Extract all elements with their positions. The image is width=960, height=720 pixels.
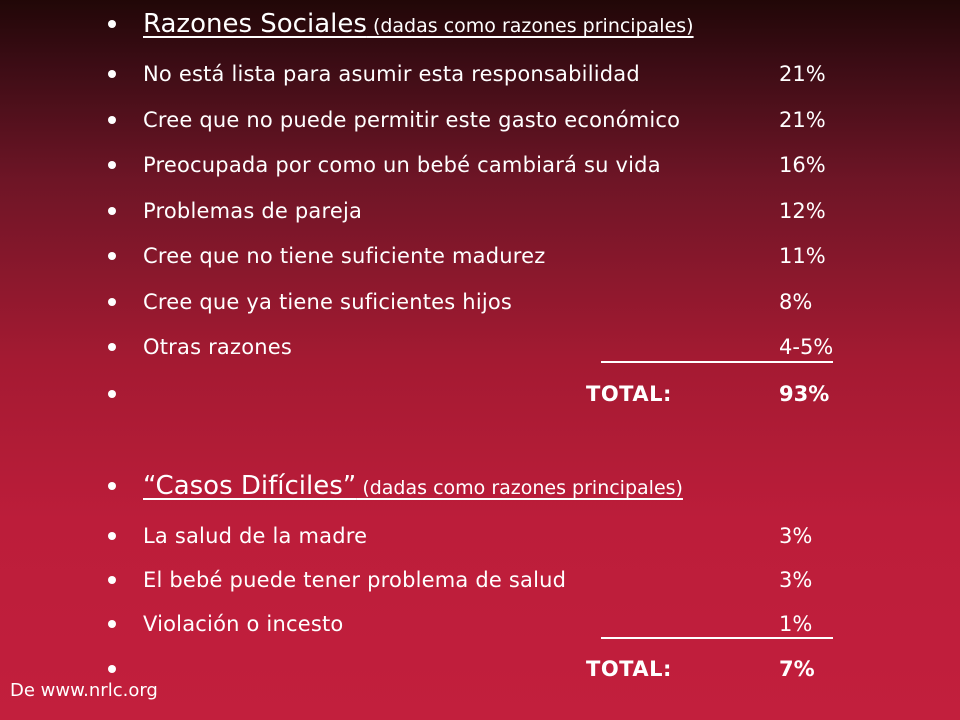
- bullet: [108, 620, 116, 628]
- item-label: Cree que no puede permitir este gasto ec…: [143, 108, 681, 132]
- bullet: [108, 343, 116, 351]
- total-value: 93%: [779, 382, 830, 406]
- item-label: Violación o incesto: [143, 612, 344, 636]
- total-row: TOTAL: 93%: [0, 374, 960, 414]
- bullet: [108, 532, 116, 540]
- section-social-subtitle: (dadas como razones principales): [366, 15, 694, 37]
- item-value: 8%: [779, 290, 813, 314]
- item-label: El bebé puede tener problema de salud: [143, 568, 567, 592]
- bullet: [108, 482, 116, 490]
- item-label: Cree que no tiene suficiente madurez: [143, 244, 546, 268]
- total-divider: [601, 637, 833, 639]
- item-label: No está lista para asumir esta responsab…: [143, 62, 640, 86]
- item-value: 21%: [779, 108, 826, 132]
- bullet: [108, 20, 116, 28]
- section-social-heading: Razones Sociales (dadas como razones pri…: [143, 9, 694, 39]
- item-value: 16%: [779, 153, 826, 177]
- list-item: Preocupada por como un bebé cambiará su …: [0, 145, 960, 185]
- item-label: Cree que ya tiene suficientes hijos: [143, 290, 513, 314]
- total-label: TOTAL:: [586, 657, 672, 681]
- item-label: Preocupada por como un bebé cambiará su …: [143, 153, 661, 177]
- item-value: 12%: [779, 199, 826, 223]
- item-value: 21%: [779, 62, 826, 86]
- list-item: Cree que ya tiene suficientes hijos 8%: [0, 282, 960, 322]
- bullet: [108, 665, 116, 673]
- section-hard-heading-row: “Casos Difíciles” (dadas como razones pr…: [0, 466, 960, 506]
- list-item: No está lista para asumir esta responsab…: [0, 54, 960, 94]
- bullet: [108, 116, 116, 124]
- source-credit: De www.nrlc.org: [10, 680, 158, 701]
- total-row: TOTAL: 7%: [0, 649, 960, 689]
- bullet: [108, 207, 116, 215]
- total-value: 7%: [779, 657, 815, 681]
- section-social-title: Razones Sociales: [143, 9, 367, 39]
- bullet: [108, 298, 116, 306]
- item-label: Otras razones: [143, 335, 293, 359]
- section-hard-subtitle: (dadas como razones principales): [356, 477, 683, 499]
- bullet: [108, 576, 116, 584]
- section-hard-title: “Casos Difíciles”: [143, 471, 357, 501]
- item-value: 4-5%: [779, 335, 834, 359]
- item-value: 1%: [779, 612, 813, 636]
- total-divider: [601, 361, 833, 363]
- item-value: 3%: [779, 524, 813, 548]
- item-label: La salud de la madre: [143, 524, 368, 548]
- list-item: Violación o incesto 1%: [0, 604, 960, 644]
- section-social-heading-row: Razones Sociales (dadas como razones pri…: [0, 4, 960, 44]
- list-item: Cree que no tiene suficiente madurez 11%: [0, 236, 960, 276]
- list-item: Problemas de pareja 12%: [0, 191, 960, 231]
- bullet: [108, 390, 116, 398]
- list-item: El bebé puede tener problema de salud 3%: [0, 560, 960, 600]
- item-value: 3%: [779, 568, 813, 592]
- bullet: [108, 70, 116, 78]
- list-item: La salud de la madre 3%: [0, 516, 960, 556]
- item-label: Problemas de pareja: [143, 199, 363, 223]
- bullet: [108, 252, 116, 260]
- total-label: TOTAL:: [586, 382, 672, 406]
- list-item: Otras razones 4-5%: [0, 327, 960, 367]
- bullet: [108, 161, 116, 169]
- list-item: Cree que no puede permitir este gasto ec…: [0, 100, 960, 140]
- item-value: 11%: [779, 244, 826, 268]
- section-hard-heading: “Casos Difíciles” (dadas como razones pr…: [143, 471, 683, 501]
